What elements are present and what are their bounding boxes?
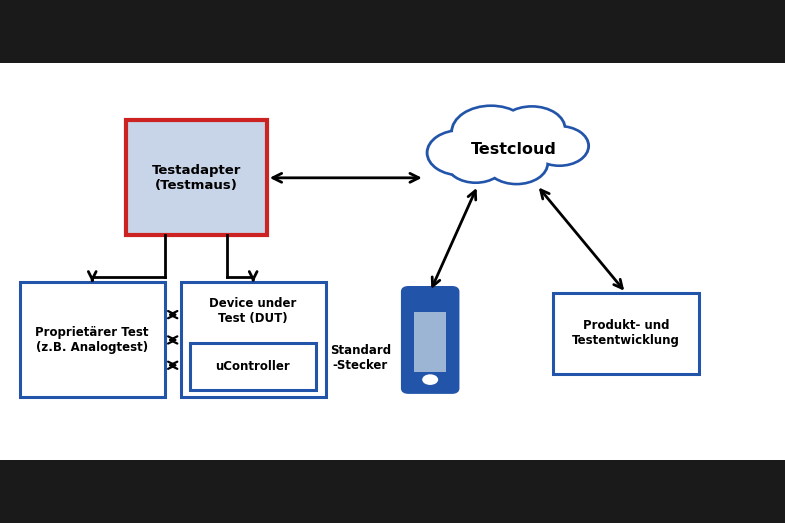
Circle shape — [422, 374, 438, 385]
Circle shape — [499, 107, 564, 151]
FancyBboxPatch shape — [181, 282, 326, 397]
Circle shape — [452, 107, 530, 158]
FancyBboxPatch shape — [553, 293, 699, 374]
Circle shape — [453, 107, 529, 157]
FancyBboxPatch shape — [126, 120, 267, 235]
FancyBboxPatch shape — [190, 343, 316, 390]
Circle shape — [531, 128, 587, 164]
FancyBboxPatch shape — [0, 63, 785, 460]
Circle shape — [487, 143, 546, 183]
FancyBboxPatch shape — [403, 288, 458, 392]
Text: uController: uController — [215, 360, 290, 372]
Text: Standard
-Stecker: Standard -Stecker — [330, 344, 391, 372]
Text: Produkt- und
Testentwicklung: Produkt- und Testentwicklung — [572, 320, 680, 347]
Circle shape — [428, 131, 493, 175]
Circle shape — [447, 144, 504, 182]
FancyBboxPatch shape — [20, 282, 165, 397]
Circle shape — [486, 142, 547, 184]
Text: Device under
Test (DUT): Device under Test (DUT) — [210, 297, 297, 325]
Text: Testcloud: Testcloud — [471, 142, 557, 156]
Text: Proprietärer Test
(z.B. Analogtest): Proprietärer Test (z.B. Analogtest) — [35, 326, 149, 354]
Text: Testadapter
(Testmaus): Testadapter (Testmaus) — [152, 164, 241, 192]
Circle shape — [429, 131, 492, 174]
Circle shape — [531, 127, 588, 165]
Circle shape — [500, 108, 564, 150]
FancyBboxPatch shape — [414, 312, 447, 372]
Circle shape — [448, 144, 503, 181]
